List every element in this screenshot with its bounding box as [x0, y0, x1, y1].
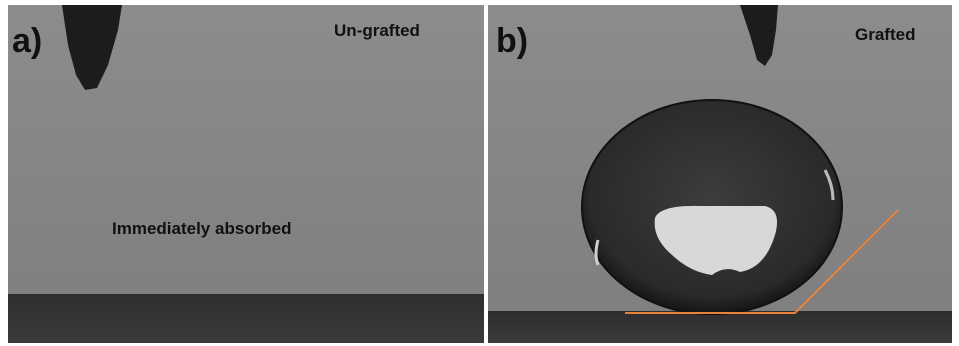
substrate [8, 294, 484, 343]
panel-a: a) Un-grafted Immediately absorbed [8, 5, 484, 343]
panel-caption: Grafted [855, 25, 915, 44]
panel-label: b) [496, 22, 528, 60]
figure: a) Un-grafted Immediately absorbed b) Gr… [0, 0, 959, 346]
substrate [488, 311, 952, 343]
panel-b: b) Grafted [488, 5, 952, 343]
panel-note: Immediately absorbed [112, 219, 292, 238]
panel-label: a) [12, 22, 42, 60]
panel-caption: Un-grafted [334, 21, 420, 40]
